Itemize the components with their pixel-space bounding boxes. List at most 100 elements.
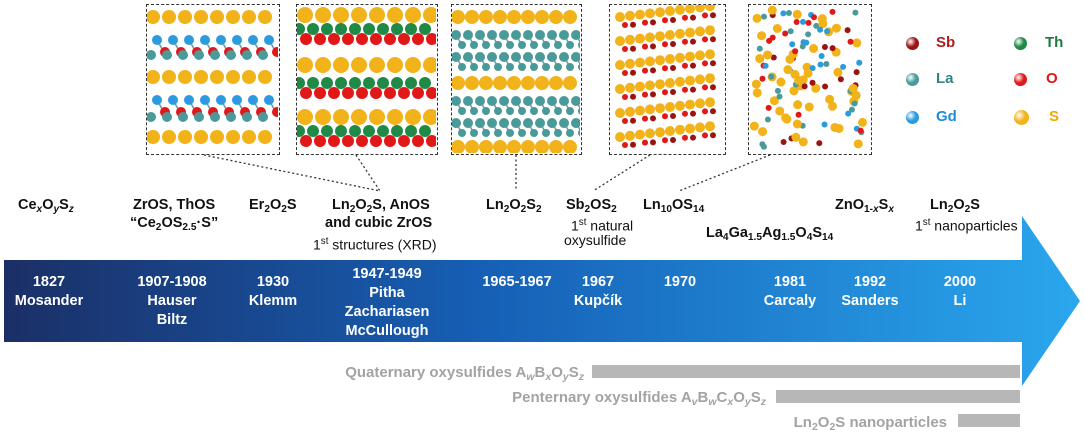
- atom: [475, 118, 485, 128]
- atom: [655, 31, 665, 42]
- atom: [769, 96, 779, 106]
- atom: [554, 107, 562, 115]
- atom: [530, 63, 538, 71]
- author-name: McCullough: [345, 323, 429, 339]
- atom: [665, 30, 675, 40]
- atom: [463, 30, 473, 40]
- atom: [315, 57, 331, 73]
- atom: [630, 93, 636, 100]
- atom: [511, 96, 521, 106]
- atom: [210, 112, 220, 122]
- atom: [655, 127, 665, 138]
- atom: [795, 111, 802, 118]
- atom: [398, 87, 410, 99]
- atom: [405, 77, 417, 89]
- atom: [563, 140, 577, 153]
- atom: [702, 84, 708, 91]
- atom: [194, 70, 208, 84]
- atom: [780, 138, 787, 145]
- atom: [493, 76, 507, 90]
- atom: [821, 43, 828, 50]
- atom: [314, 87, 326, 99]
- author-name: Klemm: [248, 293, 298, 309]
- atom: [369, 7, 385, 23]
- atom: [523, 96, 533, 106]
- atom: [297, 57, 313, 73]
- timeline-entry-1930: 1930 Klemm: [238, 273, 308, 311]
- atom: [297, 109, 313, 125]
- year-label: 1827: [32, 274, 66, 290]
- atom: [315, 7, 331, 23]
- note-first-nanoparticles: 1st nanoparticles: [915, 217, 1018, 234]
- atom: [328, 87, 340, 99]
- atom: [695, 5, 705, 13]
- atom: [518, 63, 526, 71]
- atom: [272, 107, 278, 117]
- atom: [351, 109, 367, 125]
- atom: [349, 125, 361, 137]
- atom: [506, 41, 514, 49]
- atom: [232, 95, 242, 105]
- atom: [665, 54, 675, 64]
- atom: [635, 81, 645, 92]
- atom: [377, 125, 389, 137]
- atom: [384, 87, 396, 99]
- atom: [682, 62, 688, 69]
- atom: [547, 30, 557, 40]
- atom: [765, 104, 772, 111]
- legend-dot-gd: [906, 111, 919, 124]
- atom: [821, 121, 828, 128]
- atom: [542, 107, 550, 115]
- atom: [162, 10, 176, 24]
- atom: [300, 33, 312, 45]
- atom: [554, 41, 562, 49]
- atom: [452, 118, 461, 128]
- atom: [578, 107, 580, 115]
- atom: [178, 130, 192, 144]
- atom: [642, 91, 648, 98]
- atom: [335, 77, 347, 89]
- atom: [675, 52, 685, 63]
- atom: [675, 76, 685, 87]
- atom: [547, 52, 557, 62]
- atom: [670, 137, 676, 143]
- atom: [297, 77, 305, 89]
- atom: [650, 115, 656, 122]
- bar-nanoparticles: [958, 414, 1020, 427]
- atom: [258, 70, 272, 84]
- atom: [452, 10, 465, 24]
- atom: [853, 69, 860, 76]
- atom: [789, 86, 799, 96]
- atom: [630, 21, 636, 28]
- atom: [412, 135, 424, 147]
- atom: [549, 76, 563, 90]
- atom: [650, 19, 656, 26]
- timeline-entry-1970: 1970: [652, 273, 708, 292]
- timeline-entry-1992: 1992 Sanders: [830, 273, 910, 311]
- atom: [412, 33, 424, 45]
- atom: [827, 101, 837, 111]
- atom: [465, 76, 479, 90]
- year-label: 1970: [663, 274, 697, 290]
- atom: [635, 129, 645, 140]
- atom: [482, 63, 490, 71]
- atom: [463, 96, 473, 106]
- atom: [702, 132, 708, 139]
- atom: [695, 122, 705, 133]
- atom: [682, 14, 688, 21]
- atom: [690, 38, 696, 45]
- atom: [710, 12, 716, 19]
- atom: [178, 10, 192, 24]
- connector-ln2o2s: [355, 154, 381, 192]
- atom: [487, 52, 497, 62]
- atom: [675, 100, 685, 111]
- atom: [622, 142, 628, 148]
- atom: [705, 49, 715, 60]
- atom: [792, 48, 799, 55]
- atom: [226, 50, 236, 60]
- atom: [559, 52, 569, 62]
- atom: [670, 89, 676, 95]
- atom: [226, 10, 240, 24]
- author-name: Zachariasen: [344, 304, 430, 320]
- atom: [370, 87, 382, 99]
